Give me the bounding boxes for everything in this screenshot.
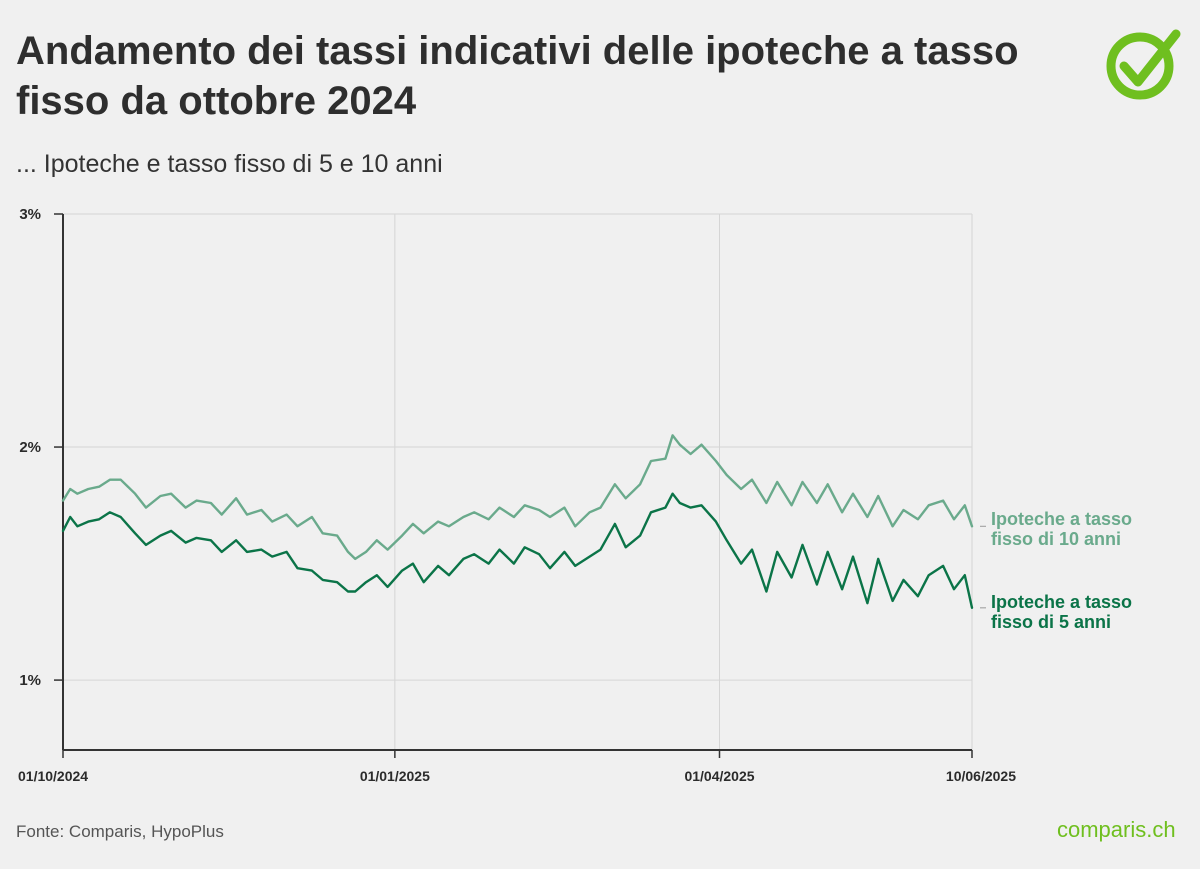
- x-tick-label: 10/06/2025: [946, 768, 1016, 784]
- series-label: Ipoteche a tasso fisso di 10 anni: [991, 509, 1132, 549]
- checkmark-circle-icon: [1106, 29, 1181, 100]
- x-tick-label: 01/10/2024: [18, 768, 88, 784]
- y-tick-label: 1%: [19, 672, 41, 689]
- y-tick-label: 3%: [19, 206, 41, 223]
- page-title: Andamento dei tassi indicativi delle ipo…: [16, 29, 1019, 123]
- y-tick-label: 2%: [19, 439, 41, 456]
- source-note: Fonte: Comparis, HypoPlus: [16, 822, 224, 841]
- series-label: Ipoteche a tasso fisso di 5 anni: [991, 592, 1132, 632]
- x-tick-label: 01/04/2025: [684, 768, 754, 784]
- page-subtitle: ... Ipoteche e tasso fisso di 5 e 10 ann…: [16, 150, 443, 178]
- series-line: [61, 434, 974, 561]
- comparis-logo: comparis.ch: [1057, 817, 1176, 842]
- series-line: [61, 492, 974, 609]
- x-tick-label: 01/01/2025: [360, 768, 430, 784]
